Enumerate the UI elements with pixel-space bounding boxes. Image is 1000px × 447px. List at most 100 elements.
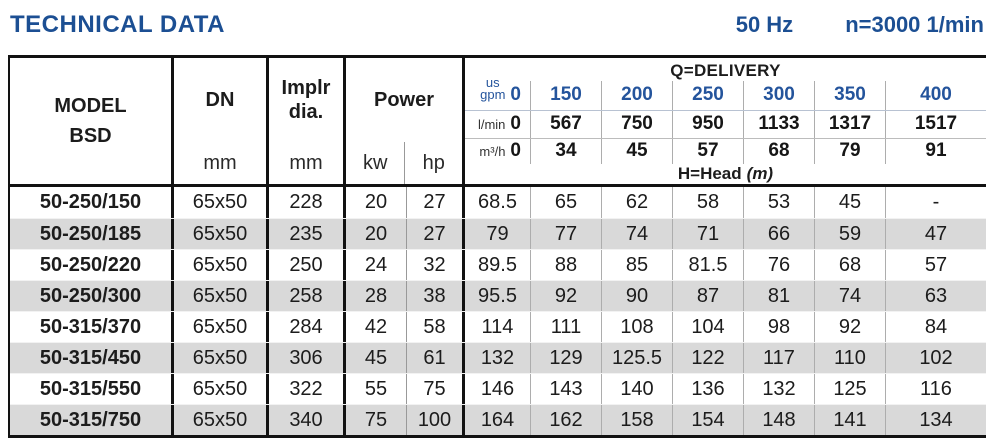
head-value-cell: 114 <box>465 312 531 342</box>
lmin-value-cell: 1517 <box>914 113 958 135</box>
impeller-dia-cell: 250 <box>269 250 346 280</box>
head-value-cell: - <box>932 191 940 213</box>
page-title: TECHNICAL DATA <box>10 11 225 38</box>
delivery-banner: Q=DELIVERY <box>670 61 781 81</box>
head-value-cell: 110 <box>815 343 886 373</box>
lmin-row: l/min 0 567 750 950 1133 1317 1517 <box>465 110 986 139</box>
head-value-cell: 59 <box>815 219 886 249</box>
dn-column-header: DN mm <box>174 58 269 184</box>
m3h-value-cell: 45 <box>602 138 673 164</box>
model-cell: 50-250/185 <box>10 219 174 249</box>
gpm-value-cell: 250 <box>673 81 744 110</box>
head-value-cell: 146 <box>465 374 531 404</box>
impeller-header-line2: dia. <box>288 101 324 123</box>
table-row: 50-250/220 65x50 250 24 32 89.5 88 85 81… <box>10 249 986 280</box>
hp-unit-label: hp <box>422 151 445 174</box>
impeller-dia-cell: 258 <box>269 281 346 311</box>
head-value-cell: 111 <box>531 312 602 342</box>
impeller-unit-label: mm <box>289 151 323 174</box>
head-row-label: H=Head (m) <box>677 164 774 183</box>
impeller-dia-cell: 340 <box>269 405 346 435</box>
table-row: 50-315/370 65x50 284 42 58 114 111 108 1… <box>10 311 986 342</box>
head-value-cell: 134 <box>919 408 953 431</box>
model-cell: 50-315/450 <box>10 343 174 373</box>
gpm-zero-cell: us gpm 0 <box>465 76 531 110</box>
head-value-cell: 148 <box>744 405 815 435</box>
frequency-label: 50 Hz <box>735 12 794 37</box>
head-value-cell: 125.5 <box>602 343 673 373</box>
head-value-cell: 88 <box>531 250 602 280</box>
m3h-value-cell: 57 <box>673 138 744 164</box>
power-hp-cell: 75 <box>407 374 465 404</box>
m3h-value-cell: 68 <box>744 138 815 164</box>
power-hp-cell: 38 <box>407 281 465 311</box>
dn-header-label: DN <box>205 89 235 111</box>
lmin-value-cell: 750 <box>602 110 673 138</box>
table-header: MODEL BSD DN mm Implr dia. mm Power kw h… <box>10 58 986 187</box>
head-value-cell: 63 <box>924 284 948 307</box>
delivery-header-block: Q=DELIVERY us gpm 0 150 200 250 300 350 4… <box>465 58 986 184</box>
head-value-cell: 89.5 <box>465 250 531 280</box>
model-cell: 50-250/300 <box>10 281 174 311</box>
head-value-cell: 92 <box>531 281 602 311</box>
head-value-cell: 87 <box>673 281 744 311</box>
head-value-cell: 143 <box>531 374 602 404</box>
impeller-dia-cell: 284 <box>269 312 346 342</box>
model-cell: 50-250/220 <box>10 250 174 280</box>
table-row: 50-250/185 65x50 235 20 27 79 77 74 71 6… <box>10 218 986 249</box>
model-cell: 50-315/750 <box>10 405 174 435</box>
head-value-cell: 141 <box>815 405 886 435</box>
head-value-cell: 98 <box>744 312 815 342</box>
head-value-cell: 158 <box>602 405 673 435</box>
kw-unit-label: kw <box>346 142 406 184</box>
table-row: 50-250/300 65x50 258 28 38 95.5 92 90 87… <box>10 280 986 311</box>
lmin-unit-label: l/min <box>477 116 506 132</box>
head-value-cell: 81 <box>744 281 815 311</box>
head-value-cell: 154 <box>673 405 744 435</box>
gpm-value-cell: 400 <box>920 84 952 106</box>
gpm-unit-label: us gpm <box>480 75 506 103</box>
table-row: 50-315/450 65x50 306 45 61 132 129 125.5… <box>10 342 986 373</box>
model-header-line1: MODEL <box>54 95 127 117</box>
head-value-cell: 117 <box>744 343 815 373</box>
head-value-cell: 76 <box>744 250 815 280</box>
dn-cell: 65x50 <box>174 281 269 311</box>
power-header-label: Power <box>373 89 435 111</box>
table-body: 50-250/150 65x50 228 20 27 68.5 65 62 58… <box>10 187 986 435</box>
power-hp-cell: 27 <box>407 219 465 249</box>
head-value-cell: 74 <box>602 219 673 249</box>
gpm-value-cell: 350 <box>815 81 886 110</box>
gpm-value-cell: 300 <box>744 81 815 110</box>
dn-cell: 65x50 <box>174 219 269 249</box>
dn-cell: 65x50 <box>174 343 269 373</box>
gpm-value-cell: 200 <box>602 81 673 110</box>
dn-unit-label: mm <box>203 151 237 174</box>
m3h-unit-label: m³/h <box>479 143 506 159</box>
impeller-column-header: Implr dia. mm <box>269 58 346 184</box>
dn-cell: 65x50 <box>174 250 269 280</box>
lmin-value-cell: 567 <box>531 110 602 138</box>
power-hp-cell: 58 <box>407 312 465 342</box>
head-value-cell: 71 <box>673 219 744 249</box>
m3h-value-cell: 34 <box>531 138 602 164</box>
dn-cell: 65x50 <box>174 312 269 342</box>
head-value-cell: 102 <box>919 346 953 369</box>
power-kw-cell: 42 <box>346 312 407 342</box>
head-value-cell: 140 <box>602 374 673 404</box>
head-value-cell: 58 <box>673 187 744 218</box>
table-row: 50-315/750 65x50 340 75 100 164 162 158 … <box>10 404 986 435</box>
power-hp-cell: 61 <box>407 343 465 373</box>
head-value-cell: 90 <box>602 281 673 311</box>
head-value-cell: 47 <box>924 222 948 245</box>
dn-cell: 65x50 <box>174 405 269 435</box>
head-value-cell: 74 <box>815 281 886 311</box>
head-value-cell: 162 <box>531 405 602 435</box>
impeller-dia-cell: 306 <box>269 343 346 373</box>
head-value-cell: 77 <box>531 219 602 249</box>
lmin-value-cell: 1133 <box>744 110 815 138</box>
table-row: 50-250/150 65x50 228 20 27 68.5 65 62 58… <box>10 187 986 218</box>
head-value-cell: 116 <box>920 377 952 400</box>
power-kw-cell: 55 <box>346 374 407 404</box>
power-kw-cell: 20 <box>346 187 407 218</box>
